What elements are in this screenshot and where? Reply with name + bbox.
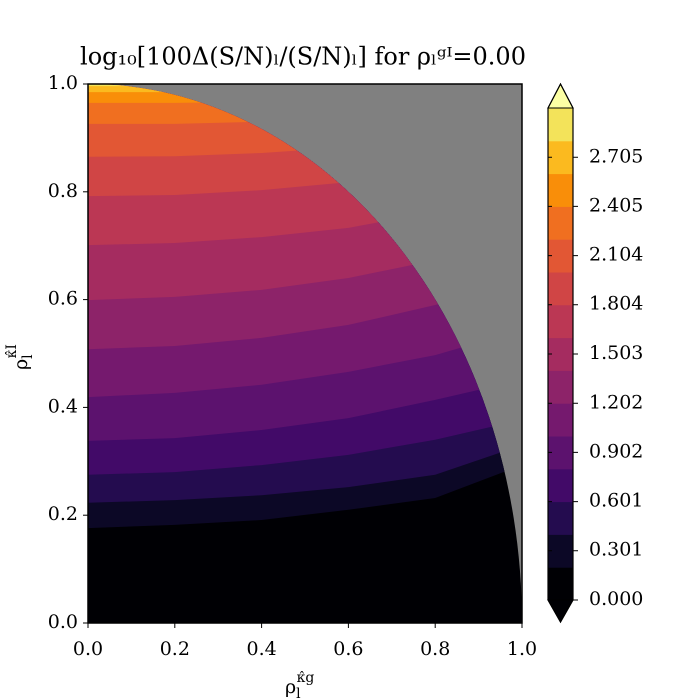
colorbar-band [548, 304, 573, 339]
colorbar-band [548, 403, 573, 437]
colorbar-band [548, 567, 573, 601]
x-tick-label: 0.6 [333, 638, 363, 660]
chart-title: log₁₀[100Δ(S/N)ₗ/(S/N)ₗ] for ρₗᵍᴵ=0.00 [80, 43, 526, 71]
y-axis-label-sup: κ̂I [4, 344, 20, 358]
colorbar-band [548, 534, 573, 568]
y-axis-label-base: ρ [10, 359, 32, 370]
colorbar-band [548, 337, 573, 371]
y-tick-label: 1.0 [48, 72, 78, 94]
y-tick-label: 0.8 [48, 180, 78, 202]
x-axis-label-base: ρ [285, 676, 296, 698]
colorbar-band [548, 239, 573, 273]
y-tick-label: 0.6 [48, 288, 78, 310]
colorbar-tick-label: 2.405 [589, 194, 643, 216]
x-tick-label: 0.8 [420, 638, 450, 660]
colorbar-tick-label: 1.503 [589, 342, 643, 364]
colorbar-tick-label: 2.705 [589, 145, 643, 167]
colorbar-band [548, 468, 573, 503]
x-axis-label: ρlκ̂g [285, 670, 314, 700]
y-tick-label: 0.0 [48, 611, 78, 633]
y-tick-label: 0.2 [48, 503, 78, 525]
colorbar-band [548, 272, 573, 306]
x-tick-label: 0.0 [73, 638, 103, 660]
colorbar-band [548, 140, 573, 175]
x-tick-label: 1.0 [507, 638, 537, 660]
colorbar-tick-label: 1.202 [589, 391, 643, 413]
y-tick-label: 0.4 [48, 395, 78, 417]
colorbar-band [548, 108, 573, 142]
colorbar-tick-label: 0.601 [589, 490, 643, 512]
x-tick-label: 0.2 [160, 638, 190, 660]
colorbar-band [548, 501, 573, 535]
x-tick-label: 0.4 [246, 638, 276, 660]
y-axis-label-sub: l [20, 354, 36, 359]
colorbar-tick-label: 0.000 [589, 588, 643, 610]
colorbar-band [548, 173, 573, 207]
y-axis-label: ρlκ̂I [4, 344, 36, 370]
x-axis-label-sup: κ̂g [297, 670, 315, 686]
colorbar-band [548, 370, 573, 404]
colorbar-band [548, 206, 573, 240]
colorbar-band [548, 436, 573, 470]
colorbar-tick-label: 0.301 [589, 539, 643, 561]
colorbar-tick-label: 1.804 [589, 293, 643, 315]
axes-frame [87, 83, 523, 624]
colorbar-extend-over [547, 82, 574, 109]
colorbar-tick-label: 2.104 [589, 244, 643, 266]
colorbar-tick-label: 0.902 [589, 440, 643, 462]
colorbar-extend-under [547, 599, 574, 624]
x-axis-label-sub: l [296, 686, 301, 700]
